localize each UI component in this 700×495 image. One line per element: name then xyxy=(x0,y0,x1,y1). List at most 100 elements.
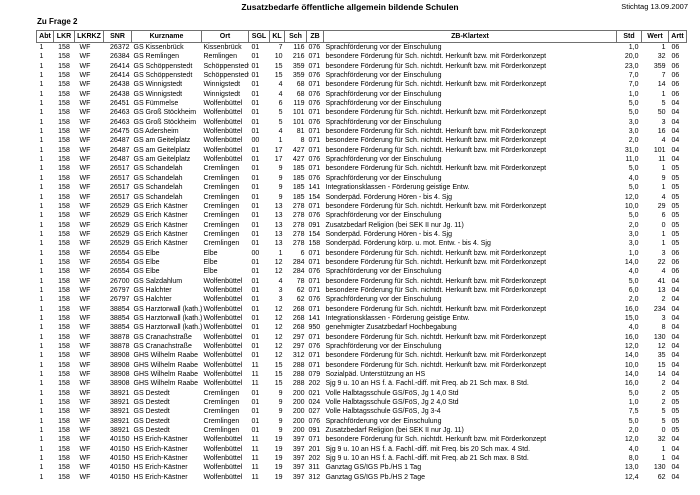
table-row: 1 158 WF 26372 GS Kissenbrück Kissenbrück 01 7 1… xyxy=(37,43,687,53)
cell-sch: 397 xyxy=(292,455,305,463)
cell-std: 12,0 xyxy=(624,436,639,444)
cell-kl: 12 xyxy=(274,333,283,341)
cell-zb: 076 xyxy=(308,268,321,276)
cell-kl: 15 xyxy=(274,380,283,388)
cell-zb: 950 xyxy=(308,324,321,332)
cell-kl: 19 xyxy=(274,473,283,481)
cell-ort: Cremlingen xyxy=(203,399,240,407)
cell-sch: 288 xyxy=(292,361,305,369)
cell-sgl: 01 xyxy=(251,399,260,407)
cell-wert: 35 xyxy=(657,352,666,360)
cell-lkr: 158 xyxy=(58,230,70,238)
cell-lkrkz: WF xyxy=(79,184,91,192)
cell-sch: 359 xyxy=(292,62,305,70)
cell-kurzname: GS Elbe xyxy=(133,268,160,276)
cell-kurzname: GS Adersheim xyxy=(133,128,179,136)
cell-sgl: 01 xyxy=(251,314,260,322)
cell-zb: 071 xyxy=(308,109,321,117)
cell-sgl: 01 xyxy=(251,156,260,164)
cell-zb-klartext: besondere Förderung für Sch. nichtdt. He… xyxy=(325,361,547,369)
cell-kurzname: GS Destedt xyxy=(133,427,170,435)
cell-kurzname: GS Remlingen xyxy=(133,53,180,61)
cell-zb-klartext: Sonderpäd. Förderung Hören - bis 4. Sjg xyxy=(325,193,452,201)
cell-std: 5,0 xyxy=(628,184,639,192)
table-row: 1 158 WF 26529 GS Erich Kästner Cremlingen 01 1… xyxy=(37,221,687,230)
cell-wert: 130 xyxy=(653,333,666,341)
cell-abt: 1 xyxy=(39,399,44,407)
cell-snr: 26517 xyxy=(110,165,130,173)
cell-snr: 38921 xyxy=(110,389,130,397)
cell-kl: 5 xyxy=(278,118,283,126)
cell-sgl: 01 xyxy=(251,230,260,238)
cell-snr: 38921 xyxy=(110,427,130,435)
cell-abt: 1 xyxy=(39,156,44,164)
cell-kurzname: GS Harztorwall (kath.) xyxy=(133,324,202,332)
table-row: 1 158 WF 26414 GS Schöppenstedt Schöppenstedt… xyxy=(37,62,687,71)
cell-wert: 13 xyxy=(657,286,666,294)
cell-wert: 12 xyxy=(657,343,666,350)
cell-ort: Wolfenbüttel xyxy=(203,277,243,285)
cell-std: 5,0 xyxy=(628,165,639,173)
cell-kurzname: GS Schöppenstedt xyxy=(133,72,193,80)
cell-lkr: 158 xyxy=(58,81,70,89)
cell-lkr: 158 xyxy=(58,90,70,98)
report-date: Stichtag 13.09.2007 xyxy=(621,2,688,11)
cell-lkrkz: WF xyxy=(79,324,91,332)
cell-ort: Cremlingen xyxy=(203,221,240,229)
cell-wert: 50 xyxy=(657,109,666,117)
column-header-snr: SNR xyxy=(103,30,132,43)
cell-std: 2,0 xyxy=(628,221,639,229)
cell-sch: 268 xyxy=(292,305,305,313)
cell-ort: Cremlingen xyxy=(203,240,240,248)
cell-kurzname: GS Salzdahlum xyxy=(133,277,183,285)
cell-sgl: 01 xyxy=(251,277,260,285)
cell-lkrkz: WF xyxy=(79,118,91,126)
cell-sch: 62 xyxy=(296,286,305,294)
cell-lkrkz: WF xyxy=(79,193,91,201)
table-row: 1 158 WF 26475 GS Adersheim Wolfenbüttel 01 4 81… xyxy=(37,127,687,136)
cell-artt: 06 xyxy=(671,81,680,89)
cell-kurzname: GS Schandelah xyxy=(133,174,183,182)
table-header-row: Abt LKR LKRKZ SNR Kurzname Ort SGL KL Sch ZB ZB-Kl… xyxy=(36,30,687,43)
cell-wert: 7 xyxy=(661,72,666,80)
cell-std: 14,0 xyxy=(624,371,639,379)
cell-artt: 04 xyxy=(671,371,680,379)
cell-abt: 1 xyxy=(39,81,44,89)
cell-lkrkz: WF xyxy=(79,343,91,350)
column-header-zb: ZB xyxy=(306,30,324,43)
cell-lkr: 158 xyxy=(58,100,70,108)
cell-kl: 7 xyxy=(278,44,283,51)
cell-abt: 1 xyxy=(39,100,44,108)
cell-wert: 5 xyxy=(661,408,666,416)
cell-artt: 04 xyxy=(671,436,680,444)
cell-kl: 12 xyxy=(274,352,283,360)
cell-zb-klartext: besondere Förderung für Sch. nichtdt. He… xyxy=(325,202,547,210)
cell-lkrkz: WF xyxy=(79,408,91,416)
cell-snr: 26554 xyxy=(110,258,130,266)
cell-zb: 071 xyxy=(308,128,321,136)
cell-kurzname: GS am Geitelplatz xyxy=(133,137,191,145)
cell-ort: Wolfenbüttel xyxy=(203,100,243,108)
cell-artt: 04 xyxy=(671,305,680,313)
cell-zb: 091 xyxy=(308,427,321,435)
cell-lkr: 158 xyxy=(58,109,70,117)
cell-zb: 201 xyxy=(308,445,321,453)
column-header-kurzname: Kurzname xyxy=(131,30,202,43)
table-row: 1 158 WF 26700 GS Salzdahlum Wolfenbüttel 01 4 7… xyxy=(37,277,687,286)
cell-sch: 278 xyxy=(292,240,305,248)
cell-artt: 05 xyxy=(671,212,680,220)
cell-lkrkz: WF xyxy=(79,417,91,425)
cell-lkr: 158 xyxy=(58,174,70,182)
cell-sch: 268 xyxy=(292,314,305,322)
cell-kurzname: GS Destedt xyxy=(133,389,170,397)
cell-zb-klartext: besondere Förderung für Sch. nichtdt. He… xyxy=(325,277,547,285)
cell-kurzname: GS Schandelah xyxy=(133,184,183,192)
cell-std: 16,0 xyxy=(624,305,639,313)
cell-zb-klartext: besondere Förderung für Sch. nichtdt. He… xyxy=(325,333,547,341)
cell-kl: 19 xyxy=(274,445,283,453)
cell-lkr: 158 xyxy=(58,464,70,472)
cell-zb-klartext: Sjg 9 u. 10 an HS f. ä. Fachl.-diff. mit… xyxy=(325,455,529,463)
cell-zb: 071 xyxy=(308,277,321,285)
cell-lkr: 158 xyxy=(58,221,70,229)
cell-ort: Wolfenbüttel xyxy=(203,128,243,136)
